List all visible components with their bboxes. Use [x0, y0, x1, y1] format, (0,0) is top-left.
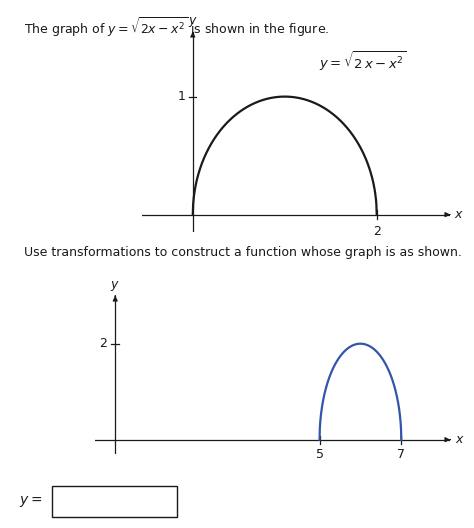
Text: 1: 1 — [178, 90, 185, 103]
Text: $x$: $x$ — [454, 208, 464, 221]
Text: The graph of $y = \sqrt{2x - x^2}$ is shown in the figure.: The graph of $y = \sqrt{2x - x^2}$ is sh… — [24, 15, 329, 39]
FancyBboxPatch shape — [52, 486, 176, 517]
Text: $y = \sqrt{2\,x - x^2}$: $y = \sqrt{2\,x - x^2}$ — [319, 49, 407, 73]
Text: 5: 5 — [316, 448, 324, 461]
Text: $y$: $y$ — [188, 15, 198, 30]
Text: 2: 2 — [373, 225, 381, 238]
Text: 7: 7 — [397, 448, 405, 461]
Text: $x$: $x$ — [455, 433, 465, 446]
Text: 2: 2 — [99, 337, 107, 350]
Text: Use transformations to construct a function whose graph is as shown.: Use transformations to construct a funct… — [24, 246, 462, 259]
Text: $y = $: $y = $ — [19, 494, 42, 509]
Text: $y$: $y$ — [110, 279, 120, 293]
